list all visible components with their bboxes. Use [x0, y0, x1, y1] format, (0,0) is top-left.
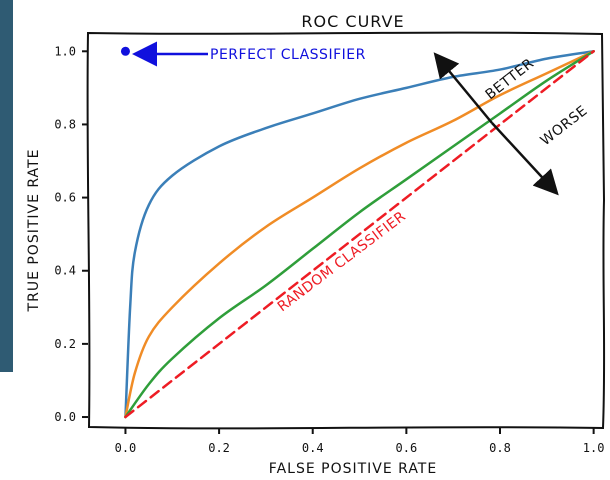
- better-label: BETTER: [483, 56, 538, 104]
- y-tick-label: 0.6: [54, 191, 76, 205]
- plot-frame: [86, 31, 606, 430]
- y-tick-label: 1.0: [54, 44, 76, 58]
- y-tick-label: 0.0: [54, 410, 76, 424]
- series-layer: [124, 50, 595, 419]
- x-tick-label: 0.0: [115, 441, 137, 455]
- x-tick-label: 1.0: [583, 441, 605, 455]
- x-tick-label: 0.2: [208, 441, 230, 455]
- x-axis-title: FALSE POSITIVE RATE: [269, 461, 437, 477]
- series-line-1: [124, 50, 595, 419]
- x-tick-label: 0.6: [396, 441, 418, 455]
- x-tick-label: 0.4: [302, 441, 324, 455]
- y-axis-ticks: 0.0 0.2 0.4 0.6 0.8 1.0: [54, 44, 88, 424]
- better-worse-arrow: [433, 52, 493, 124]
- left-background-strip: [0, 0, 13, 372]
- chart-title: ROC CURVE: [301, 12, 404, 31]
- x-axis-ticks: 0.0 0.2 0.4 0.6 0.8 1.0: [115, 428, 605, 455]
- y-tick-label: 0.8: [54, 117, 76, 131]
- x-tick-label: 0.8: [489, 441, 511, 455]
- series-line-2: [124, 50, 595, 419]
- y-tick-label: 0.2: [54, 337, 76, 351]
- y-tick-label: 0.4: [54, 264, 76, 278]
- perfect-classifier-point: [120, 46, 130, 56]
- series-line-3: [124, 50, 595, 419]
- perfect-classifier-label: PERFECT CLASSIFIER: [210, 47, 366, 63]
- y-axis-title: TRUE POSITIVE RATE: [26, 149, 42, 313]
- series-line-4: [124, 50, 595, 419]
- better-worse-arrow-lower: [491, 122, 559, 196]
- worse-label: WORSE: [538, 103, 591, 149]
